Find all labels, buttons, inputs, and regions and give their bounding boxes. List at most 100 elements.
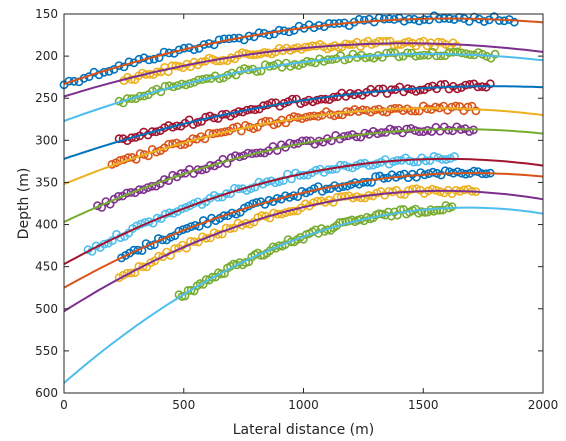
data-point xyxy=(415,37,425,47)
series-layer xyxy=(59,11,544,384)
data-point xyxy=(154,53,164,63)
data-point xyxy=(312,95,322,105)
data-point xyxy=(340,191,350,201)
data-point xyxy=(415,51,425,60)
data-point xyxy=(436,51,446,61)
data-point xyxy=(329,111,339,121)
data-point xyxy=(469,166,479,176)
data-point xyxy=(354,179,364,189)
data-point xyxy=(146,258,156,267)
data-point xyxy=(432,51,441,61)
data-series-10 xyxy=(63,201,544,384)
fit-curve xyxy=(63,17,544,85)
axis-ticks: 0 500 1000 1500 2000 150 200 250 300 350 400 450 500… xyxy=(35,7,558,412)
data-point xyxy=(461,80,470,90)
data-point xyxy=(248,199,257,209)
data-point xyxy=(243,148,253,158)
data-point xyxy=(324,18,334,28)
data-point xyxy=(384,186,394,196)
data-point xyxy=(479,17,489,26)
data-series-1 xyxy=(59,11,544,90)
data-point xyxy=(464,127,474,136)
x-tick-label: 1000 xyxy=(288,398,319,412)
data-point xyxy=(246,184,256,194)
y-tick-label: 450 xyxy=(35,260,58,274)
data-point xyxy=(465,80,475,89)
data-point xyxy=(453,167,462,177)
data-point xyxy=(138,262,148,272)
data-point xyxy=(334,183,344,193)
data-point xyxy=(164,121,173,130)
data-point xyxy=(294,21,304,31)
data-point xyxy=(395,170,405,180)
data-point xyxy=(297,136,307,146)
data-point xyxy=(447,202,457,211)
data-point xyxy=(149,54,159,64)
data-point xyxy=(300,97,310,107)
fit-curve xyxy=(63,85,544,160)
data-point xyxy=(406,124,416,133)
y-tick-label: 300 xyxy=(35,133,58,147)
data-point xyxy=(431,102,440,112)
y-tick-label: 150 xyxy=(35,7,58,21)
data-point xyxy=(433,37,443,47)
data-point xyxy=(402,124,412,134)
data-series-9 xyxy=(63,184,544,313)
fit-curve xyxy=(63,107,544,186)
data-point xyxy=(240,120,250,130)
data-point xyxy=(404,186,413,195)
x-tick-label: 2000 xyxy=(528,398,559,412)
data-point xyxy=(382,36,391,46)
data-point xyxy=(94,70,104,80)
data-point xyxy=(402,48,412,58)
data-point xyxy=(509,17,519,27)
data-point xyxy=(411,51,421,61)
data-point xyxy=(408,184,417,194)
data-point xyxy=(432,205,442,215)
data-point xyxy=(421,156,431,166)
data-point xyxy=(320,94,330,104)
data-point xyxy=(207,272,217,282)
data-point xyxy=(338,182,348,191)
x-tick-label: 500 xyxy=(172,398,195,412)
data-point xyxy=(362,177,372,187)
data-point xyxy=(159,47,169,57)
data-point xyxy=(448,47,458,57)
data-point xyxy=(419,50,429,60)
y-tick-label: 400 xyxy=(35,218,58,232)
data-point xyxy=(168,170,178,180)
data-point xyxy=(444,48,454,57)
data-point xyxy=(444,167,454,177)
data-point xyxy=(269,120,279,130)
data-point xyxy=(485,79,495,89)
data-point xyxy=(406,106,416,116)
data-series-8 xyxy=(63,166,544,289)
data-point xyxy=(209,40,219,50)
data-point xyxy=(452,84,462,94)
x-tick-label: 0 xyxy=(60,398,68,412)
data-point xyxy=(449,152,459,161)
data-series-2 xyxy=(63,36,544,98)
data-point xyxy=(219,55,229,65)
data-point xyxy=(361,53,370,63)
data-point xyxy=(473,167,483,177)
data-point xyxy=(221,189,231,199)
y-tick-label: 200 xyxy=(35,49,58,63)
data-series-4 xyxy=(63,79,544,160)
data-point xyxy=(394,52,404,62)
data-point xyxy=(284,27,294,37)
data-point xyxy=(415,85,425,95)
data-point xyxy=(386,48,396,57)
data-point xyxy=(214,35,224,45)
data-point xyxy=(427,184,437,194)
data-point xyxy=(143,151,153,161)
data-point xyxy=(367,177,376,187)
data-point xyxy=(409,157,419,167)
x-axis-title: Lateral distance (m) xyxy=(233,422,375,438)
data-series-5 xyxy=(63,101,544,186)
data-point xyxy=(374,84,384,94)
y-tick-label: 500 xyxy=(35,302,58,316)
data-point xyxy=(203,219,212,229)
data-point xyxy=(364,161,374,170)
